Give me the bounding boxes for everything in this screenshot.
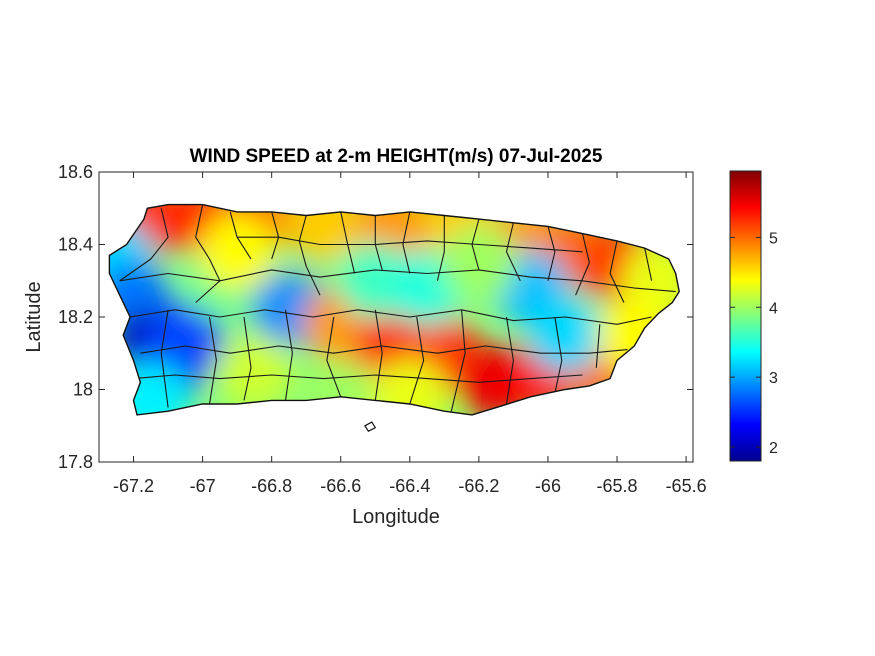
x-tick-label: -66.4 <box>389 476 430 496</box>
boundary-line-0 <box>119 208 169 282</box>
y-axis-label: Latitude <box>23 281 45 352</box>
colorbar-tick-label: 3 <box>769 370 778 387</box>
boundary-line-13 <box>609 240 625 303</box>
boundary-line-8 <box>436 215 445 281</box>
offshore-islet <box>364 421 377 432</box>
boundary-line-22 <box>326 316 342 397</box>
boundary-line-7 <box>402 211 411 274</box>
x-tick-label: -65.8 <box>597 476 638 496</box>
x-tick-label: -66.8 <box>251 476 292 496</box>
boundary-line-4 <box>298 215 321 296</box>
wind-sample-25 <box>527 297 604 374</box>
wind-sample-30 <box>371 358 448 415</box>
boundary-line-21 <box>284 309 293 401</box>
x-tick-label: -67.2 <box>113 476 154 496</box>
x-tick-label: -66 <box>535 476 561 496</box>
boundary-line-29 <box>237 236 583 253</box>
colorbar-tick-label: 4 <box>769 300 778 317</box>
boundary-line-23 <box>374 309 383 401</box>
boundary-line-26 <box>505 316 514 405</box>
x-axis-label: Longitude <box>352 506 440 528</box>
boundary-line-28 <box>595 324 601 368</box>
boundary-line-15 <box>119 269 676 293</box>
x-axis-ticks: -67.2 -67 -66.8 -66.6 -66.4 -66.2 -66 -65.8 -65.… <box>113 172 707 496</box>
boundary-line-1 <box>195 204 221 303</box>
y-axis-ticks: 17.8 18 18.2 18.4 18.6 <box>58 162 693 472</box>
boundary-line-20 <box>243 316 252 401</box>
boundary-line-18 <box>160 309 169 408</box>
colorbar-tick-label: 2 <box>769 440 778 457</box>
boundary-line-25 <box>450 309 466 412</box>
boundary-line-14 <box>644 247 653 281</box>
boundary-line-10 <box>505 222 521 282</box>
boundary-line-12 <box>575 233 590 296</box>
x-tick-label: -65.6 <box>666 476 707 496</box>
y-tick-label: 18 <box>73 380 93 400</box>
y-tick-label: 17.8 <box>58 452 93 472</box>
x-tick-label: -67 <box>190 476 216 496</box>
y-tick-label: 18.6 <box>58 162 93 182</box>
x-tick-label: -66.2 <box>458 476 499 496</box>
boundary-line-27 <box>554 316 563 394</box>
boundary-line-24 <box>409 316 425 405</box>
chart-title: WIND SPEED at 2-m HEIGHT(m/s) 07-Jul-202… <box>190 146 603 167</box>
boundary-line-16 <box>130 309 652 325</box>
x-tick-label: -66.6 <box>320 476 361 496</box>
wind-sample-32 <box>440 224 517 301</box>
boundary-line-19 <box>208 316 217 405</box>
colorbar-tick-label: 5 <box>769 230 778 247</box>
colorbar-ticks: 2 3 4 5 <box>730 230 778 457</box>
wind-sample-31 <box>199 213 276 290</box>
boundary-line-11 <box>547 226 556 281</box>
colorbar <box>729 170 762 462</box>
boundary-line-30 <box>133 374 583 383</box>
municipality-boundaries <box>119 204 676 412</box>
y-tick-label: 18.4 <box>58 235 93 255</box>
wind-sample-28 <box>216 333 293 410</box>
island-coastline <box>108 203 680 416</box>
y-tick-label: 18.2 <box>58 307 93 327</box>
